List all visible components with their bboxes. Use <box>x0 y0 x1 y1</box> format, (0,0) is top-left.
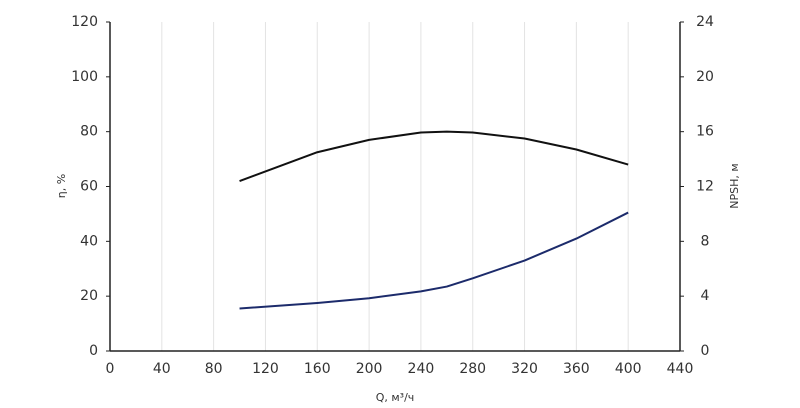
x-axis-label: Q, м³/ч <box>376 391 415 404</box>
y-tick-label: 40 <box>80 233 98 249</box>
x-tick-label: 360 <box>563 361 590 377</box>
y-axis-label: η, % <box>55 174 68 198</box>
x-tick-label: 40 <box>153 361 171 377</box>
x-tick-label: 280 <box>459 361 486 377</box>
x-tick-label: 320 <box>511 361 538 377</box>
x-tick-label: 200 <box>356 361 383 377</box>
y2-tick-label: 8 <box>701 233 710 249</box>
y-tick-label: 0 <box>89 343 98 359</box>
y-tick-label: 20 <box>80 288 98 304</box>
y-tick-label: 120 <box>71 14 98 30</box>
series-line <box>239 130 629 182</box>
x-tick-label: 120 <box>252 361 279 377</box>
y2-tick-label: 24 <box>696 14 714 30</box>
y2-tick-label: 16 <box>696 124 714 140</box>
y2-tick-label: 0 <box>701 343 710 359</box>
y2-tick-label: 12 <box>696 179 714 195</box>
x-tick-label: 440 <box>667 361 694 377</box>
x-tick-label: 0 <box>106 361 115 377</box>
y-tick-label: 60 <box>80 179 98 195</box>
y-tick-label: 80 <box>80 124 98 140</box>
series-line <box>239 211 629 310</box>
x-tick-label: 80 <box>205 361 223 377</box>
y2-axis-label: NPSH, м <box>728 163 741 208</box>
y2-tick-label: 4 <box>701 288 710 304</box>
y-tick-label: 100 <box>71 69 98 85</box>
x-tick-label: 160 <box>304 361 331 377</box>
x-tick-label: 400 <box>615 361 642 377</box>
x-tick-label: 240 <box>408 361 435 377</box>
y2-tick-label: 20 <box>696 69 714 85</box>
